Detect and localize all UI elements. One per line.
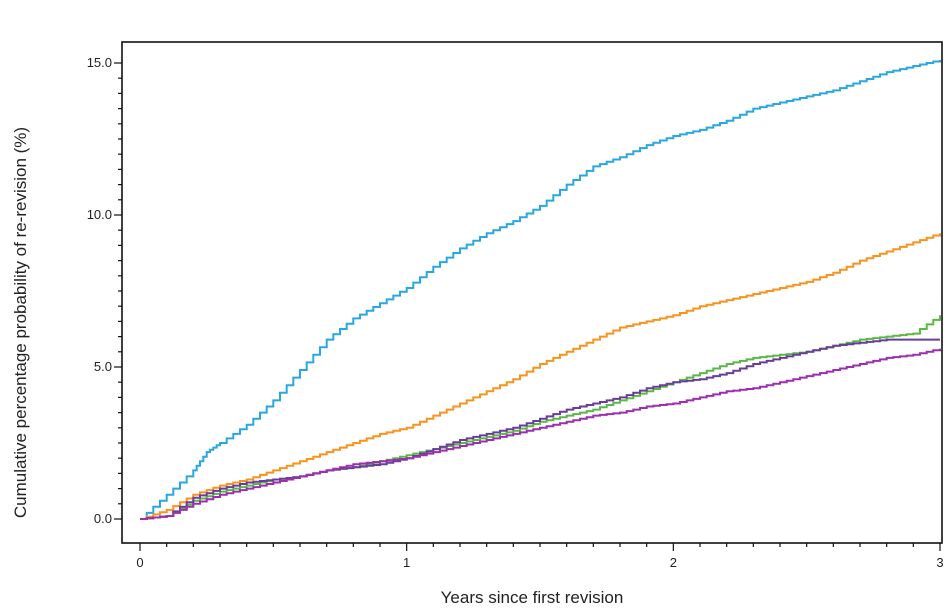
x-axis: 0 1 2 3 <box>136 543 944 570</box>
series-line-5 <box>140 348 941 520</box>
plot-lines <box>140 60 941 520</box>
y-tick-label: 10.0 <box>87 207 112 222</box>
series-line-2 <box>140 233 941 520</box>
x-tick-label: 3 <box>936 555 943 570</box>
y-tick-label: 5.0 <box>94 359 112 374</box>
y-axis: 0.0 5.0 10.0 15.0 <box>87 55 122 526</box>
y-tick-label: 0.0 <box>94 511 112 526</box>
x-tick-label: 1 <box>403 555 410 570</box>
x-tick-label: 0 <box>136 555 143 570</box>
y-axis-title: Cumulative percentage probability of re-… <box>11 127 30 518</box>
series-line-1 <box>140 60 941 520</box>
y-tick-label: 15.0 <box>87 55 112 70</box>
series-line-4 <box>140 338 940 520</box>
x-tick-label: 2 <box>670 555 677 570</box>
plot-frame <box>121 41 943 544</box>
x-axis-title: Years since first revision <box>441 588 624 607</box>
